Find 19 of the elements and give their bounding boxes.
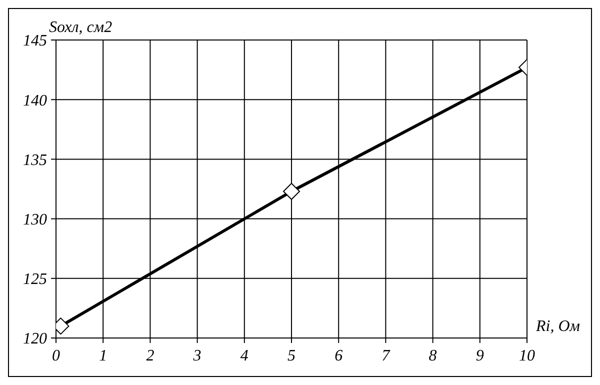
y-tick-label: 140 xyxy=(23,92,47,110)
x-tick-label: 8 xyxy=(428,347,437,364)
x-axis-title: Ri, Ом xyxy=(536,318,580,336)
x-tick-label: 7 xyxy=(382,347,391,364)
x-tick-label: 5 xyxy=(288,347,296,364)
x-tick-label: 6 xyxy=(334,347,343,364)
x-tick-label: 10 xyxy=(519,347,535,364)
x-tick-label: 9 xyxy=(476,347,484,364)
y-tick-label: 135 xyxy=(23,152,47,169)
x-tick-label: 1 xyxy=(99,347,108,364)
x-tick-label: 3 xyxy=(192,347,202,364)
y-tick-label: 145 xyxy=(23,32,47,50)
y-tick-label: 120 xyxy=(23,330,47,348)
x-tick-label: 4 xyxy=(240,347,248,364)
y-axis-title: Sохл, см2 xyxy=(49,19,112,37)
y-tick-label: 130 xyxy=(23,211,47,228)
x-tick-label: 0 xyxy=(52,347,60,364)
y-tick-label: 125 xyxy=(23,271,47,288)
x-tick-label: 2 xyxy=(146,347,154,364)
